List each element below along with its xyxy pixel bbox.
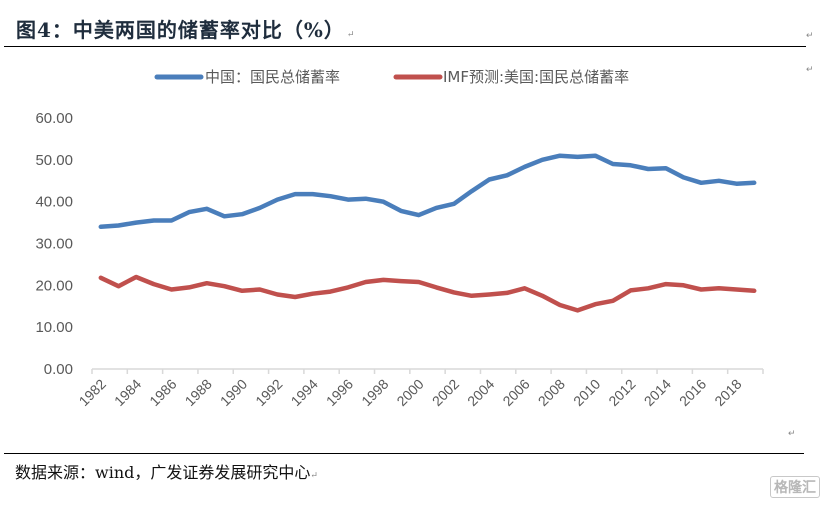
x-tick-label: 1996 [323, 376, 356, 409]
y-tick-label: 40.00 [35, 194, 73, 211]
x-tick-label: 2000 [393, 376, 426, 409]
x-tick-label: 2004 [464, 376, 497, 409]
x-tick-label: 1994 [288, 376, 321, 409]
top-rule [4, 46, 806, 47]
series-line-us [98, 274, 757, 313]
x-tick-label: 2010 [570, 376, 603, 409]
x-tick-label: 2014 [641, 376, 674, 409]
source-note: 数据来源：wind，广发证券发展研究中心↵ [15, 459, 318, 483]
y-tick-label: 0.00 [44, 361, 73, 378]
x-tick-label: 1992 [252, 376, 285, 409]
x-tick-label: 2006 [499, 376, 532, 409]
paragraph-mark-icon: ↵ [788, 428, 796, 438]
paragraph-mark-icon: ↵ [806, 64, 814, 74]
paragraph-mark-icon: ↵ [310, 471, 318, 481]
plot-area [98, 153, 757, 313]
x-tick-label: 2008 [535, 376, 568, 409]
paragraph-mark-icon: ↵ [346, 30, 356, 40]
x-tick-label: 1986 [146, 376, 179, 409]
x-tick-label: 1984 [111, 376, 144, 409]
x-tick-label: 2018 [711, 376, 744, 409]
y-tick-label: 20.00 [35, 277, 73, 294]
y-tick-label: 30.00 [35, 236, 73, 253]
bottom-rule [4, 453, 804, 454]
x-tick-label: 2002 [429, 376, 462, 409]
y-tick-label: 10.00 [35, 319, 73, 336]
watermark-logo: 格隆汇 [770, 476, 820, 498]
x-tick-label: 2016 [676, 376, 709, 409]
x-tick-label: 2012 [605, 376, 638, 409]
legend: 中国：国民总储蓄率 IMF预测:美国:国民总储蓄率 [154, 68, 629, 86]
legend-label-china: 中国：国民总储蓄率 [205, 68, 340, 86]
x-tick-label: 1982 [76, 376, 109, 409]
figure-title: 图4：中美两国的储蓄率对比（%） ↵ [16, 14, 355, 43]
y-tick-label: 50.00 [35, 152, 73, 169]
series-line-china [98, 153, 757, 230]
x-tick-label: 1998 [358, 376, 391, 409]
x-axis: 1982 1984 1986 1988 1990 1992 1994 1996 1998 2000… [76, 368, 764, 409]
x-tick-label: 1988 [182, 376, 215, 409]
paragraph-mark-icon: ↵ [806, 30, 814, 40]
y-tick-label: 60.00 [35, 110, 73, 127]
x-tick-label: 1990 [217, 376, 250, 409]
legend-label-us: IMF预测:美国:国民总储蓄率 [443, 68, 629, 86]
figure-title-text: 图4：中美两国的储蓄率对比（%） [16, 18, 345, 42]
source-text: 数据来源：wind，广发证券发展研究中心 [15, 463, 311, 482]
y-axis: 0.00 10.00 20.00 30.00 40.00 50.00 60.00 [35, 110, 73, 378]
